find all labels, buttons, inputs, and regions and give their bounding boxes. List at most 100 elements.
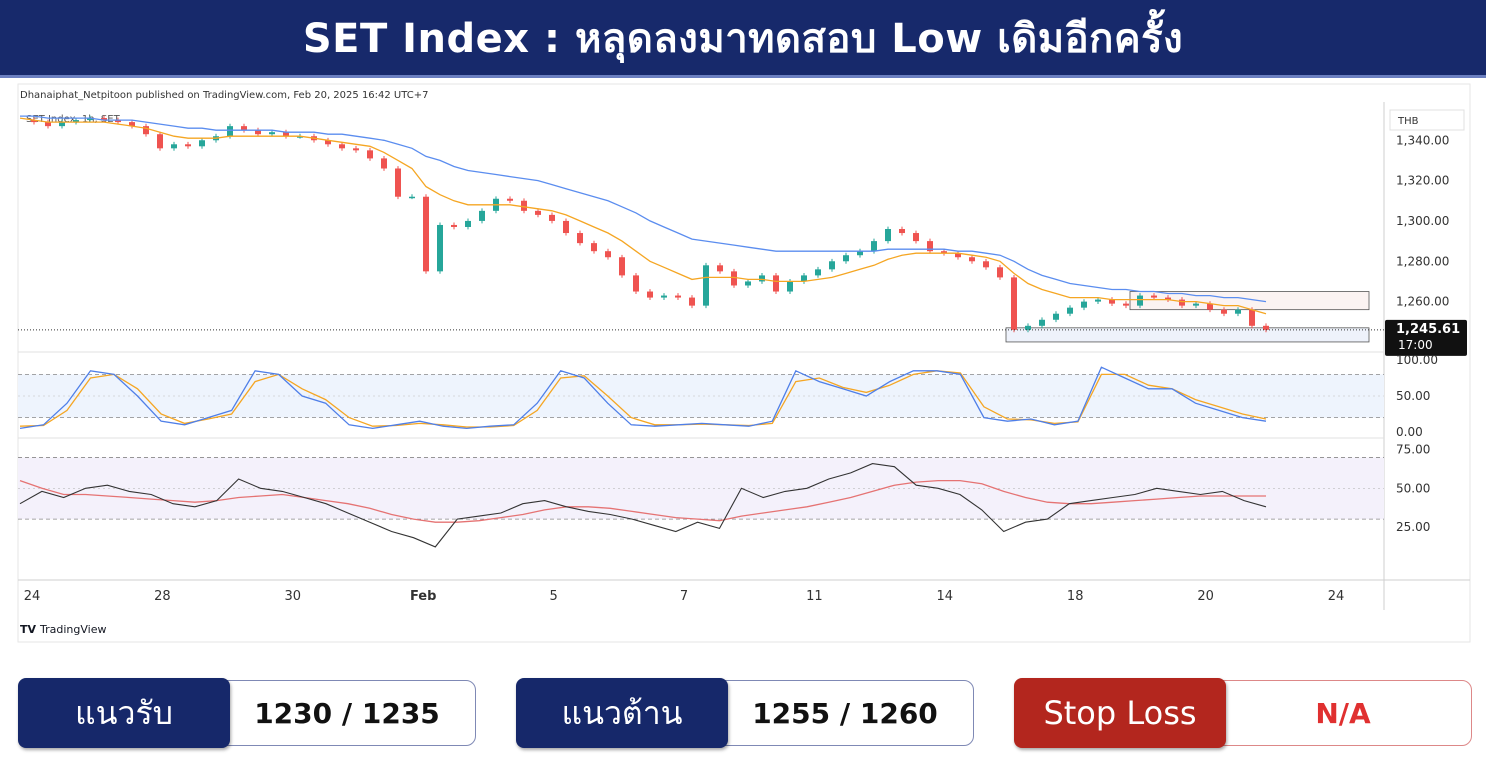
rsi-tick-label: 50.00 [1396,481,1430,495]
time-tick-label: 24 [24,589,41,604]
candle-body [717,265,723,272]
stoch-d-line [19,370,1267,428]
time-tick-label: 5 [549,589,557,604]
candle-body [297,136,303,138]
candle-body [1039,319,1045,326]
price-tick-label: 1,340.00 [1396,133,1449,147]
stoch-k-line [19,366,1267,430]
tradingview-logo-icon: TV [20,623,37,636]
rsi-ma-line [19,479,1266,523]
candle-body [185,144,191,147]
candle-body [745,281,751,286]
zones [1005,291,1370,343]
price-tick-label: 1,300.00 [1396,214,1449,228]
candle-body [101,118,107,121]
candle-body [1011,277,1017,330]
candle-body [31,120,37,123]
candle-body [115,120,121,123]
stoploss-card: Stop Loss N/A [1014,678,1474,748]
candle-body [941,251,947,254]
candle-body [885,229,891,242]
candle-body [479,210,485,221]
rsi-pane: 75.00 50.00 25.00 [18,443,1430,548]
candle-body [521,200,527,211]
last-price-value: 1,245.61 [1396,322,1460,337]
chart-frame [17,83,1471,643]
candle-body [731,271,737,286]
time-tick-label: 11 [806,589,823,604]
candle-body [703,265,709,306]
candle-body [395,168,401,197]
candle-body [1151,295,1157,298]
candle-body [451,224,457,227]
candle-body [913,233,919,242]
candle-body [241,126,247,131]
resistance-label: แนวต้าน [516,678,728,748]
candle-body [1207,303,1213,310]
candle-body [325,140,331,145]
candle-body [1235,309,1241,314]
currency-box [1389,109,1465,131]
time-axis: 24 28 30 Feb 5 7 11 14 18 20 24 [24,589,1345,604]
symbol-label: SET Index, 1h, SET [26,114,121,125]
last-price-box [1385,319,1467,356]
publisher-note: Dhanaiphat_Netpitoon published on Tradin… [20,90,429,101]
candle-body [45,122,51,127]
candle-body [339,144,345,149]
candle-body [157,134,163,149]
candle-body [1193,303,1199,306]
stoploss-label: Stop Loss [1014,678,1226,748]
candle-body [255,130,261,135]
candle-body [73,120,79,123]
title-banner: SET Index : หลุดลงมาทดสอบ Low เดิมอีกครั… [0,0,1486,78]
rsi-line [19,463,1267,548]
candle-body [801,275,807,282]
price-tick-label: 1,260.00 [1396,295,1449,309]
candle-body [1095,299,1101,302]
candle-body [409,196,415,199]
candle-body [997,267,1003,278]
candle-body [1221,309,1227,314]
candle-body [969,257,975,262]
price-tick-label: 1,280.00 [1396,254,1449,268]
candle-body [759,275,765,282]
support-card: แนวรับ 1230 / 1235 [18,678,478,748]
candle-body [773,275,779,292]
rsi-tick-label: 75.00 [1396,443,1430,457]
candle-body [647,291,653,298]
last-price-time: 17:00 [1398,338,1433,352]
candle-body [927,241,933,252]
candle-body [199,140,205,147]
candle-body [171,144,177,149]
time-tick-label: 18 [1067,589,1084,604]
candle-body [1053,313,1059,320]
time-tick-label: 24 [1328,589,1345,604]
candle-body [689,297,695,306]
candle-body [1179,299,1185,306]
candle-body [955,253,961,258]
support-value: 1230 / 1235 [218,680,476,746]
rsi-tick-label: 25.00 [1396,520,1430,534]
price-tick-label: 1,320.00 [1396,174,1449,188]
page-title: SET Index : หลุดลงมาทดสอบ Low เดิมอีกครั… [302,15,1184,62]
candle-body [843,255,849,262]
resistance-value: 1255 / 1260 [716,680,974,746]
candle-body [563,220,569,234]
candle-body [143,126,149,135]
candle-body [367,150,373,159]
stoch-band [18,374,1384,418]
support-zone-box [1005,327,1370,343]
resistance-zone-box [1129,291,1370,311]
ema-slow-line [20,115,1267,303]
time-tick-label: 7 [680,589,688,604]
candle-body [1123,303,1129,306]
candle-body [591,243,597,252]
stochastic-pane: 100.00 50.00 0.00 [18,353,1438,439]
time-tick-label: 20 [1197,589,1214,604]
candle-body [619,257,625,276]
candle-body [465,220,471,227]
candle-body [1263,325,1269,330]
tradingview-chart: Dhanaiphat_Netpitoon published on Tradin… [17,83,1471,643]
candle-body [1109,299,1115,304]
candle-body [227,126,233,137]
